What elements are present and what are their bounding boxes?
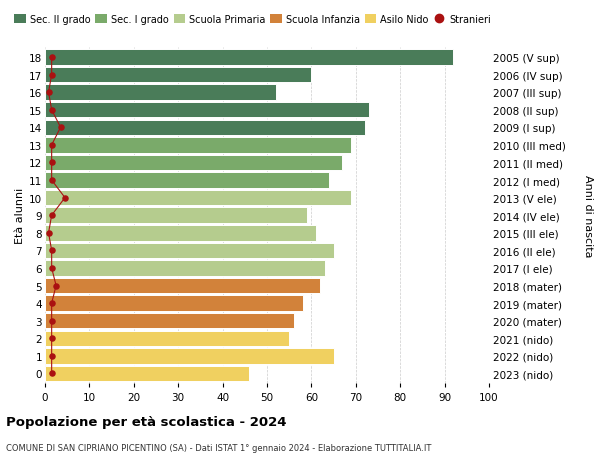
Point [56,124,65,132]
Point [47,370,56,377]
Bar [45,278,320,294]
Point [44,89,53,96]
Point [44,230,53,237]
Bar [45,156,343,171]
Point [47,335,56,342]
Text: Popolazione per età scolastica - 2024: Popolazione per età scolastica - 2024 [6,415,287,428]
Bar [45,331,289,346]
Point [60,195,70,202]
Bar [45,67,311,83]
Point [47,142,56,149]
Bar [45,120,365,136]
Point [47,300,56,307]
Bar [45,208,307,224]
Point [47,107,56,114]
Bar [45,313,293,329]
Point [47,212,56,219]
Point [47,353,56,360]
Bar [45,50,454,66]
Point [47,247,56,254]
Point [47,72,56,79]
Bar [45,103,369,118]
Bar [45,261,325,276]
Bar [45,85,276,101]
Y-axis label: Età alunni: Età alunni [15,188,25,244]
Point [51,282,61,290]
Bar [45,348,334,364]
Bar [45,296,302,311]
Point [47,177,56,185]
Bar [45,366,249,381]
Bar [45,173,329,188]
Legend: Sec. II grado, Sec. I grado, Scuola Primaria, Scuola Infanzia, Asilo Nido, Stran: Sec. II grado, Sec. I grado, Scuola Prim… [14,15,491,24]
Point [47,265,56,272]
Y-axis label: Anni di nascita: Anni di nascita [583,174,593,257]
Bar [45,225,316,241]
Point [47,159,56,167]
Bar [45,190,352,206]
Point [47,54,56,62]
Text: COMUNE DI SAN CIPRIANO PICENTINO (SA) - Dati ISTAT 1° gennaio 2024 - Elaborazion: COMUNE DI SAN CIPRIANO PICENTINO (SA) - … [6,443,431,452]
Bar [45,243,334,258]
Bar [45,138,352,153]
Point [47,317,56,325]
